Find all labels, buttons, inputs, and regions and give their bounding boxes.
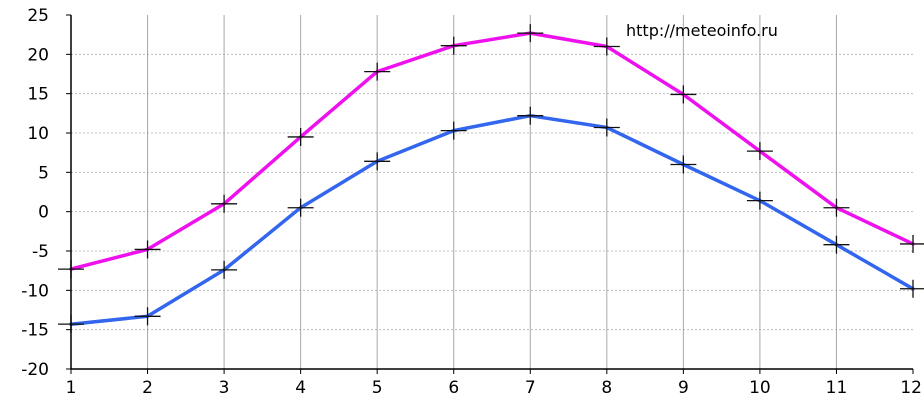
y-tick-label: 15	[27, 85, 49, 105]
x-tick-label: 4	[295, 378, 306, 398]
y-tick-label: -15	[21, 321, 49, 341]
x-tick-label: 6	[448, 378, 459, 398]
x-tick-label: 9	[678, 378, 689, 398]
x-tick-label: 11	[826, 378, 848, 398]
data-point-marker	[364, 62, 391, 81]
x-tick-label: 12	[900, 378, 922, 398]
series-line-1	[69, 31, 915, 271]
x-tick-label: 1	[66, 378, 77, 398]
data-point-marker	[287, 127, 314, 146]
data-point-marker	[670, 155, 697, 174]
data-point-marker	[517, 24, 544, 43]
data-point-marker	[746, 191, 773, 210]
x-tick-label: 3	[219, 378, 230, 398]
y-tick-label: 25	[27, 6, 49, 26]
y-tick-label: -10	[21, 281, 49, 301]
axes	[70, 15, 913, 370]
x-tick-label: 10	[749, 378, 771, 398]
x-tick-label: 7	[525, 378, 536, 398]
data-point-marker	[211, 260, 238, 279]
x-tick-label: 5	[372, 378, 383, 398]
y-tick-label: 5	[38, 163, 49, 183]
data-point-marker	[593, 37, 620, 56]
data-point-marker	[517, 106, 544, 125]
watermark-text: http://meteoinfo.ru	[626, 21, 778, 40]
plot-background	[71, 15, 913, 369]
y-tick-label: 0	[38, 203, 49, 223]
data-point-marker	[900, 234, 924, 253]
data-point-marker	[440, 36, 467, 55]
data-point-marker	[670, 85, 697, 104]
data-point-marker	[134, 307, 161, 326]
x-tick-label: 8	[601, 378, 612, 398]
y-tick-label: 10	[27, 124, 49, 144]
y-axis-ticks: 25 20 15 10 5 0 -5 -10 -15 -20	[21, 6, 71, 380]
y-tick-label: 20	[27, 45, 49, 65]
x-tick-label: 2	[142, 378, 153, 398]
series-layer	[58, 24, 924, 334]
data-point-marker	[823, 235, 850, 254]
data-point-marker	[440, 121, 467, 140]
data-point-marker	[900, 279, 924, 298]
data-point-marker	[823, 198, 850, 217]
data-point-marker	[211, 194, 238, 213]
data-point-marker	[287, 198, 314, 217]
series-line-2	[69, 113, 915, 326]
data-point-marker	[746, 142, 773, 161]
data-point-marker	[134, 240, 161, 259]
y-tick-label: -20	[21, 360, 49, 380]
x-axis-ticks: 1 2 3 4 5 6 7 8 9 10 11 12	[66, 369, 922, 398]
y-tick-label: -5	[32, 242, 49, 262]
data-point-marker	[364, 152, 391, 171]
data-point-marker	[593, 118, 620, 137]
